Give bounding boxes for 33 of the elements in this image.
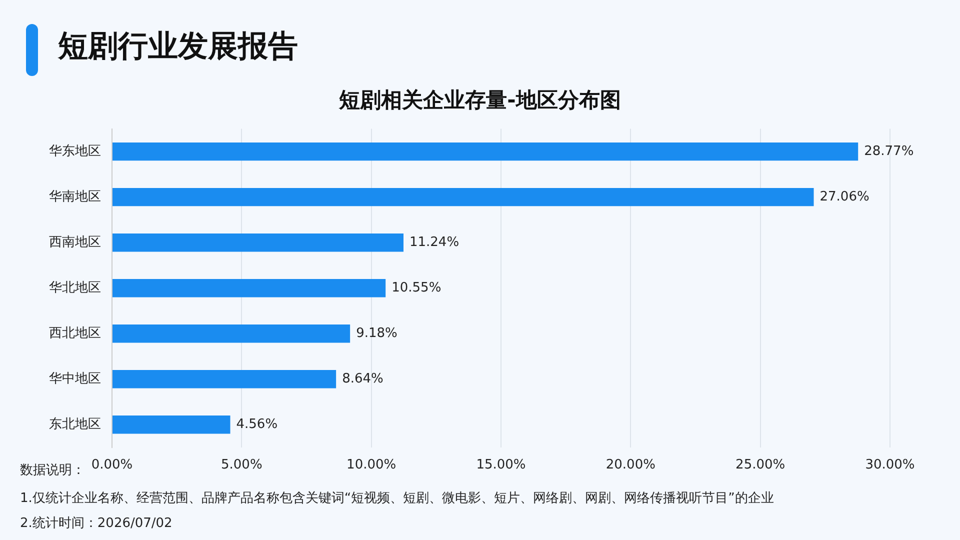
y-tick-label: 东北地区 — [49, 417, 101, 432]
data-label: 27.06% — [820, 189, 870, 204]
data-label: 8.64% — [342, 372, 384, 387]
text: 1.仅统计企业名称、经营范围、品牌产品名称包含关键词“短视频、短剧、微电影、短片、网络剧、网剧、网络传播视听节目”的企业 — [20, 490, 774, 507]
x-tick-label: 30.00% — [865, 458, 915, 473]
bar — [112, 188, 814, 206]
data-label: 10.55% — [392, 280, 442, 296]
y-tick-label: 华北地区 — [49, 280, 101, 296]
y-tick-label: 西南地区 — [49, 234, 101, 250]
y-tick-label: 华中地区 — [49, 372, 101, 387]
bar — [112, 370, 336, 388]
x-tick-label: 20.00% — [606, 458, 656, 473]
bar — [112, 416, 230, 434]
x-tick-label: 5.00% — [221, 458, 262, 473]
data-label: 9.18% — [356, 326, 398, 341]
bar — [112, 233, 404, 252]
data-label: 4.56% — [236, 417, 278, 432]
chart-title: 短剧行业发展报告 — [58, 28, 298, 66]
y-tick-label: 华南地区 — [49, 189, 101, 204]
x-tick-label: 0.00% — [91, 458, 133, 473]
data-label: 11.24% — [409, 234, 460, 250]
y-tick-label: 西北地区 — [49, 326, 101, 341]
bar — [112, 142, 858, 161]
text: 2.统计时间：2026/07/02 — [20, 515, 172, 532]
x-tick-label: 10.00% — [346, 458, 396, 473]
data-label: 28.77% — [864, 144, 914, 159]
bar — [112, 278, 386, 298]
text: 数据说明： — [20, 462, 85, 479]
bar — [112, 324, 350, 343]
y-tick-label: 华东地区 — [49, 144, 101, 159]
chart-subtitle: 短剧相关企业存量-地区分布图 — [338, 87, 622, 114]
x-tick-label: 25.00% — [736, 458, 786, 473]
x-tick-label: 15.00% — [476, 458, 526, 473]
